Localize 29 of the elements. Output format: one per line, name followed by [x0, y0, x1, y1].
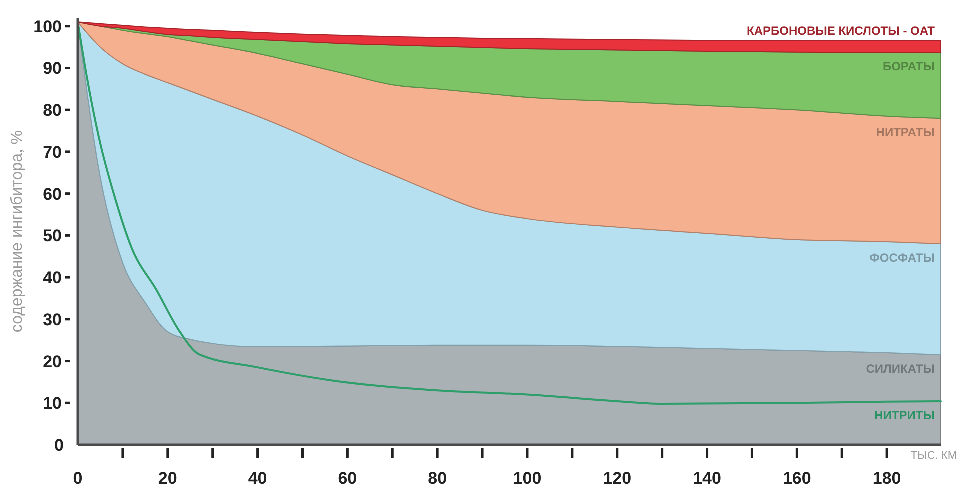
series-label: НИТРИТЫ — [874, 408, 935, 422]
y-tick-label: 70 — [43, 142, 62, 162]
y-tick-label: 80 — [43, 101, 62, 120]
series-label: КАРБОНОВЫЕ КИСЛОТЫ - OAT — [747, 24, 936, 38]
y-tick-label: 30 — [43, 310, 62, 330]
y-tick-label: 90 — [43, 59, 62, 78]
series-label: СИЛИКАТЫ — [866, 362, 935, 376]
x-tick-label: 0 — [73, 469, 83, 488]
y-tick-label: 10 — [43, 394, 62, 414]
x-tick-label: 40 — [248, 469, 268, 488]
x-tick-label: 100 — [513, 469, 542, 488]
x-tick-label: 60 — [338, 469, 358, 488]
series-label: ФОСФАТЫ — [870, 251, 935, 266]
x-tick-label: 80 — [428, 469, 448, 488]
y-tick-label: 20 — [43, 352, 62, 372]
y-tick-label: 50 — [43, 226, 62, 246]
x-axis-title: ТЫС. КМ — [910, 450, 957, 462]
x-tick-label: 20 — [158, 469, 178, 488]
x-tick-label: 140 — [693, 469, 722, 488]
y-tick-label: 60 — [43, 184, 62, 204]
y-tick-label: 100 — [34, 17, 62, 36]
x-tick-label: 160 — [782, 469, 812, 488]
series-label: БОРАТЫ — [882, 60, 935, 74]
x-tick-label: 120 — [603, 469, 632, 488]
y-axis-title: содержание ингибитора, % — [9, 130, 26, 333]
x-tick-label: 180 — [872, 469, 902, 488]
y-tick-label: 40 — [43, 268, 62, 288]
y-tick-label: 0 — [54, 436, 64, 455]
series-label: НИТРАТЫ — [876, 125, 935, 140]
